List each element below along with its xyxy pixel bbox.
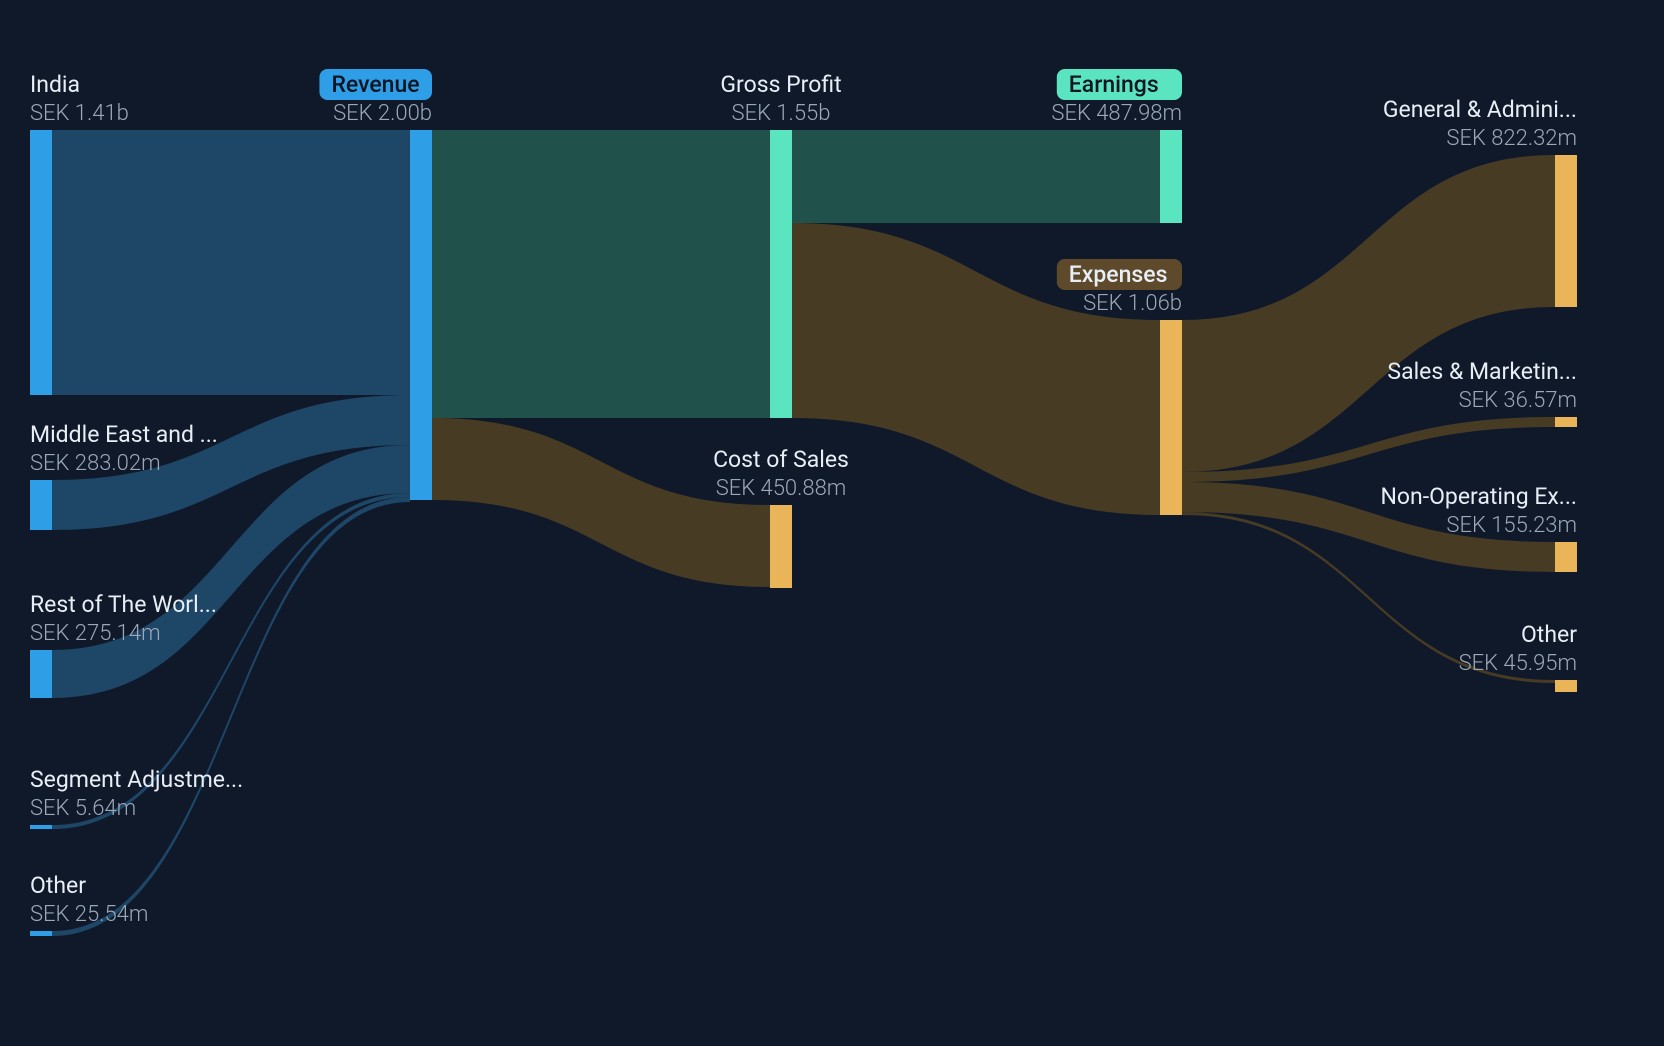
sankey-node-nonop[interactable] [1555,542,1577,572]
sankey-node-gross[interactable] [770,130,792,418]
node-value-nonop: SEK 155.23m [1446,513,1577,538]
node-title-segment: Segment Adjustme... [30,766,243,793]
sankey-node-segment[interactable] [30,825,52,829]
sankey-chart: India SEK 1.41b Middle East and ... SEK 283… [0,0,1664,1046]
node-value-meast: SEK 283.02m [30,451,161,476]
node-value-india: SEK 1.41b [30,101,129,126]
sankey-node-otherR[interactable] [1555,680,1577,692]
node-title-meast: Middle East and ... [30,421,218,448]
node-value-rest: SEK 275.14m [30,621,161,646]
sankey-link [792,130,1160,223]
node-title-earnings: Earnings [1069,71,1159,98]
node-title-expenses: Expenses [1069,261,1168,288]
node-value-cos: SEK 450.88m [716,476,847,501]
sankey-node-revenue[interactable] [410,130,432,500]
sankey-link [432,130,770,418]
sankey-node-india[interactable] [30,130,52,395]
node-value-ga: SEK 822.32m [1446,126,1577,151]
node-title-otherR: Other [1521,621,1577,648]
node-title-sm: Sales & Marketin... [1387,358,1577,385]
sankey-node-rest[interactable] [30,650,52,698]
node-value-revenue: SEK 2.00b [333,101,432,126]
node-value-gross: SEK 1.55b [732,101,831,126]
node-value-sm: SEK 36.57m [1459,388,1577,413]
node-title-revenue: Revenue [331,71,419,98]
node-title-ga: General & Admini... [1383,96,1577,123]
node-title-gross: Gross Profit [720,71,841,98]
node-title-nonop: Non-Operating Ex... [1381,483,1578,510]
node-value-otherR: SEK 45.95m [1459,651,1577,676]
node-value-segment: SEK 5.64m [30,796,136,821]
node-title-otherL: Other [30,872,86,899]
node-value-otherL: SEK 25.54m [30,902,148,927]
sankey-node-expenses[interactable] [1160,320,1182,515]
node-title-india: India [30,71,80,98]
node-value-earnings: SEK 487.98m [1051,101,1182,126]
sankey-node-earnings[interactable] [1160,130,1182,223]
sankey-node-otherL[interactable] [30,931,52,936]
sankey-link [52,130,410,395]
node-title-cos: Cost of Sales [713,446,849,473]
node-title-rest: Rest of The Worl... [30,591,217,618]
sankey-node-sm[interactable] [1555,417,1577,427]
node-value-expenses: SEK 1.06b [1083,291,1182,316]
sankey-node-ga[interactable] [1555,155,1577,307]
sankey-node-meast[interactable] [30,480,52,530]
sankey-node-cos[interactable] [770,505,792,588]
